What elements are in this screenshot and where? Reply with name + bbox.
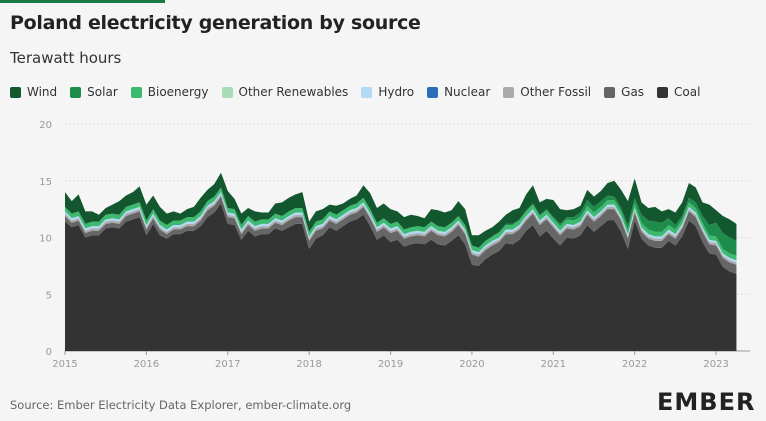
x-tick-label: 2015 <box>52 359 77 370</box>
legend-swatch-coal <box>657 86 669 98</box>
legend-swatch-wind <box>10 86 21 98</box>
legend-item-other-fossil[interactable]: Other Fossil <box>503 85 591 99</box>
legend-label-gas: Gas <box>621 85 645 99</box>
y-tick-label: 20 <box>39 120 52 131</box>
legend-item-hydro[interactable]: Hydro <box>361 85 414 99</box>
chart-legend: Wind Solar Bioenergy Other Renewables Hydro N… <box>10 84 713 100</box>
legend-label-bioenergy: Bioenergy <box>147 85 209 99</box>
source-note: Source: Ember Electricity Data Explorer,… <box>10 398 352 412</box>
legend-swatch-hydro <box>361 86 373 98</box>
stacked-area-chart: 0 5 10 15 20 2015 2016 2017 2018 2019 2020 2021 2022… <box>39 120 750 370</box>
y-tick-label: 0 <box>46 347 52 358</box>
x-tick-label: 2019 <box>378 359 403 370</box>
area-coal[interactable] <box>65 203 737 351</box>
x-tick-label: 2020 <box>459 359 484 370</box>
legend-item-solar[interactable]: Solar <box>70 85 118 99</box>
legend-item-gas[interactable]: Gas <box>604 85 644 99</box>
legend-label-other-renewables: Other Renewables <box>238 85 349 99</box>
x-tick-label: 2016 <box>134 359 159 370</box>
y-tick-label: 5 <box>46 290 52 301</box>
legend-swatch-bioenergy <box>130 86 142 98</box>
ember-logo: EMBER <box>657 388 756 416</box>
chart-subtitle: Terawatt hours <box>10 49 122 67</box>
legend-swatch-other-fossil <box>503 86 515 98</box>
legend-label-hydro: Hydro <box>378 85 415 99</box>
legend-label-other-fossil: Other Fossil <box>520 85 592 99</box>
legend-item-coal[interactable]: Coal <box>657 85 700 99</box>
legend-swatch-gas <box>604 86 616 98</box>
x-tick-label: 2022 <box>622 359 647 370</box>
legend-item-bioenergy[interactable]: Bioenergy <box>130 85 209 99</box>
y-tick-label: 10 <box>39 234 52 245</box>
legend-label-solar: Solar <box>87 85 118 99</box>
chart-title: Poland electricity generation by source <box>10 12 421 34</box>
legend-label-wind: Wind <box>27 85 58 99</box>
area-gas[interactable] <box>65 196 737 274</box>
area-wind[interactable] <box>65 172 737 248</box>
legend-swatch-other-renewables <box>221 86 233 98</box>
legend-swatch-solar <box>70 86 82 98</box>
x-tick-label: 2018 <box>296 359 321 370</box>
x-tick-label: 2021 <box>541 359 566 370</box>
accent-bar <box>0 0 165 3</box>
x-tick-label: 2017 <box>215 359 240 370</box>
legend-item-nuclear[interactable]: Nuclear <box>427 85 490 99</box>
legend-label-coal: Coal <box>674 85 701 99</box>
legend-label-nuclear: Nuclear <box>444 85 491 99</box>
x-tick-label: 2023 <box>703 359 728 370</box>
legend-swatch-nuclear <box>427 86 439 98</box>
legend-item-other-renewables[interactable]: Other Renewables <box>221 85 349 99</box>
y-tick-label: 15 <box>39 177 52 188</box>
legend-item-wind[interactable]: Wind <box>10 85 57 99</box>
